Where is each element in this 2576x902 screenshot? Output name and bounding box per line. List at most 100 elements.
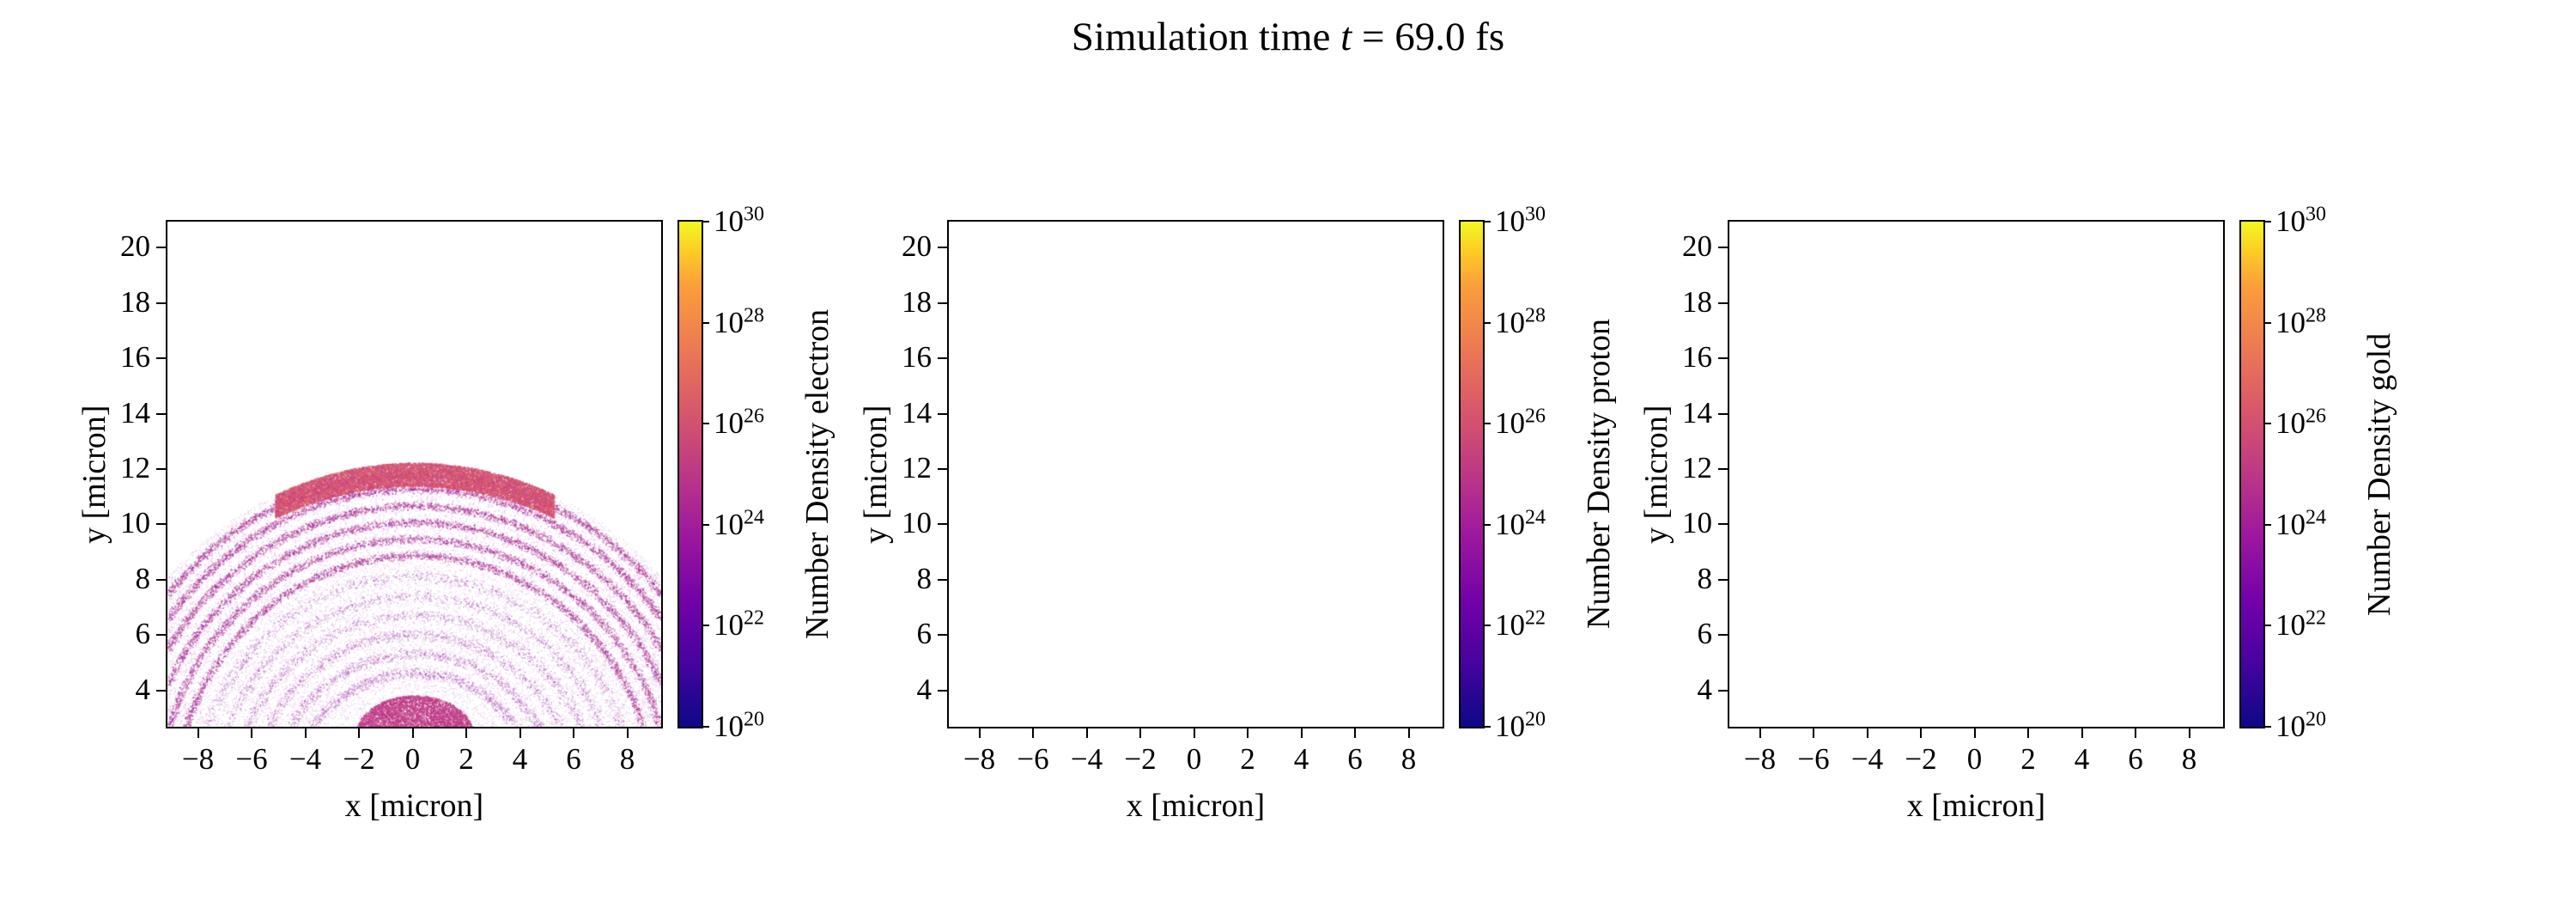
scatter-canvas bbox=[949, 222, 1443, 727]
colorbar-tick-label: 1024 bbox=[714, 506, 764, 541]
title-variable: t bbox=[1340, 15, 1352, 59]
title-suffix: = 69.0 fs bbox=[1352, 15, 1505, 59]
x-tick-mark bbox=[978, 728, 981, 738]
colorbar-label: Number Density gold bbox=[2361, 332, 2397, 616]
x-tick-mark bbox=[1032, 728, 1034, 738]
x-axis-label: x [micron] bbox=[1126, 788, 1266, 824]
colorbar-tick-label: 1026 bbox=[714, 405, 764, 441]
y-tick-mark bbox=[156, 302, 166, 304]
y-tick-mark bbox=[1718, 247, 1728, 249]
x-tick-label: 8 bbox=[619, 742, 635, 776]
y-tick-label: 14 bbox=[120, 395, 150, 430]
x-tick-mark bbox=[1759, 728, 1761, 738]
x-tick-label: 2 bbox=[459, 742, 474, 776]
x-axis-label: x [micron] bbox=[344, 788, 484, 824]
x-tick-mark bbox=[1247, 728, 1249, 738]
y-axis-tick-labels: 4 6 8 10 12 14 16 18 20 bbox=[1635, 220, 1712, 728]
plot-area bbox=[166, 220, 663, 728]
x-tick-label: 2 bbox=[1240, 742, 1255, 776]
y-tick-mark bbox=[938, 357, 947, 360]
x-tick-mark bbox=[2081, 728, 2083, 738]
panel-proton: y [micron] 4 6 8 10 12 14 16 18 20 −8 −6 −4 −2 0 2 4 6 8… bbox=[858, 203, 1617, 824]
y-axis-tick-marks bbox=[155, 220, 166, 728]
y-axis-tick-labels: 4 6 8 10 12 14 16 18 20 bbox=[854, 220, 932, 728]
figure-title: Simulation time t = 69.0 fs bbox=[0, 14, 2576, 60]
colorbar-tick-mark bbox=[2263, 523, 2271, 526]
y-tick-mark bbox=[156, 357, 166, 360]
y-tick-label: 12 bbox=[1682, 451, 1712, 485]
x-tick-mark bbox=[358, 728, 360, 738]
y-tick-label: 6 bbox=[135, 617, 151, 651]
y-tick-label: 12 bbox=[120, 451, 150, 485]
x-tick-label: 6 bbox=[1347, 742, 1363, 776]
colorbar-tick-mark bbox=[1483, 423, 1491, 425]
y-tick-mark bbox=[938, 578, 947, 581]
x-tick-mark bbox=[304, 728, 307, 738]
y-tick-mark bbox=[1718, 467, 1728, 470]
colorbar-tick-label: 1020 bbox=[1495, 708, 1546, 743]
colorbar-label: Number Density electron bbox=[799, 308, 835, 640]
x-tick-mark bbox=[1085, 728, 1088, 738]
y-axis-tick-labels: 4 6 8 10 12 14 16 18 20 bbox=[73, 220, 150, 728]
y-tick-label: 10 bbox=[902, 506, 932, 540]
y-tick-label: 16 bbox=[1682, 340, 1712, 375]
colorbar-tick-label: 1030 bbox=[1495, 203, 1546, 238]
y-tick-mark bbox=[1718, 412, 1728, 415]
x-tick-mark bbox=[1193, 728, 1195, 738]
y-tick-label: 20 bbox=[1682, 229, 1712, 264]
x-tick-label: 2 bbox=[2020, 742, 2036, 776]
colorbar-tick-label: 1020 bbox=[714, 708, 764, 743]
y-tick-label: 18 bbox=[902, 284, 932, 319]
colorbar-tick-label: 1022 bbox=[2275, 606, 2326, 643]
colorbar-tick-mark bbox=[1483, 625, 1491, 627]
x-tick-label: −6 bbox=[1017, 742, 1049, 776]
y-tick-mark bbox=[1718, 689, 1728, 692]
colorbar-tick-marks bbox=[1483, 221, 1492, 728]
y-tick-label: 10 bbox=[120, 506, 150, 540]
colorbar-tick-label: 1028 bbox=[714, 303, 764, 339]
y-tick-label: 6 bbox=[916, 617, 933, 651]
colorbar-tick-mark bbox=[2263, 221, 2271, 222]
plot-area bbox=[947, 220, 1444, 728]
y-tick-label: 6 bbox=[1697, 617, 1713, 651]
colorbar-tick-mark bbox=[1483, 321, 1491, 324]
x-tick-label: 8 bbox=[2181, 742, 2197, 776]
x-tick-label: 0 bbox=[1966, 742, 1983, 776]
x-tick-label: −6 bbox=[235, 742, 268, 776]
x-tick-label: 4 bbox=[1293, 742, 1309, 776]
plot-area bbox=[1728, 220, 2225, 728]
panel-gold: y [micron] 4 6 8 10 12 14 16 18 20 −8 −6 −4 −2 0 2 4 6 8… bbox=[1638, 203, 2397, 824]
x-tick-label: −2 bbox=[343, 742, 375, 776]
y-tick-mark bbox=[156, 634, 166, 637]
y-tick-label: 8 bbox=[916, 562, 933, 596]
colorbar-tick-labels: 1020 1022 1024 1026 1028 1030 bbox=[714, 203, 799, 743]
scatter-canvas bbox=[167, 222, 661, 727]
colorbar: 1020 1022 1024 1026 1028 1030 bbox=[1459, 203, 1546, 743]
y-tick-label: 18 bbox=[120, 284, 150, 319]
y-tick-mark bbox=[156, 467, 166, 470]
colorbar-gradient bbox=[679, 222, 702, 727]
x-axis-tick-marks bbox=[1728, 728, 2225, 739]
panel-electron: y [micron] 4 6 8 10 12 14 16 18 20 −8 −6 −4 −2 0 2 4 6 8… bbox=[76, 203, 835, 824]
y-tick-label: 16 bbox=[902, 340, 932, 375]
colorbar-tick-mark bbox=[1483, 726, 1491, 728]
x-tick-mark bbox=[573, 728, 574, 738]
colorbar-tick-mark bbox=[2263, 625, 2271, 627]
y-tick-label: 20 bbox=[902, 229, 932, 264]
y-tick-mark bbox=[938, 247, 947, 249]
x-tick-mark bbox=[1813, 728, 1814, 738]
x-tick-label: −4 bbox=[1070, 742, 1103, 776]
colorbar-tick-mark bbox=[702, 523, 709, 526]
y-tick-label: 18 bbox=[1682, 284, 1712, 319]
x-tick-mark bbox=[519, 728, 521, 738]
colorbar-tick-mark bbox=[2263, 726, 2271, 728]
y-tick-label: 16 bbox=[120, 340, 150, 375]
colorbar-tick-label: 1030 bbox=[2275, 203, 2326, 238]
x-axis-label: x [micron] bbox=[1906, 788, 2046, 824]
y-tick-label: 4 bbox=[1697, 672, 1713, 706]
colorbar-tick-label: 1020 bbox=[2275, 708, 2326, 743]
colorbar-tick-label: 1026 bbox=[2275, 405, 2326, 441]
x-tick-mark bbox=[1973, 728, 1976, 738]
y-tick-mark bbox=[156, 689, 166, 692]
